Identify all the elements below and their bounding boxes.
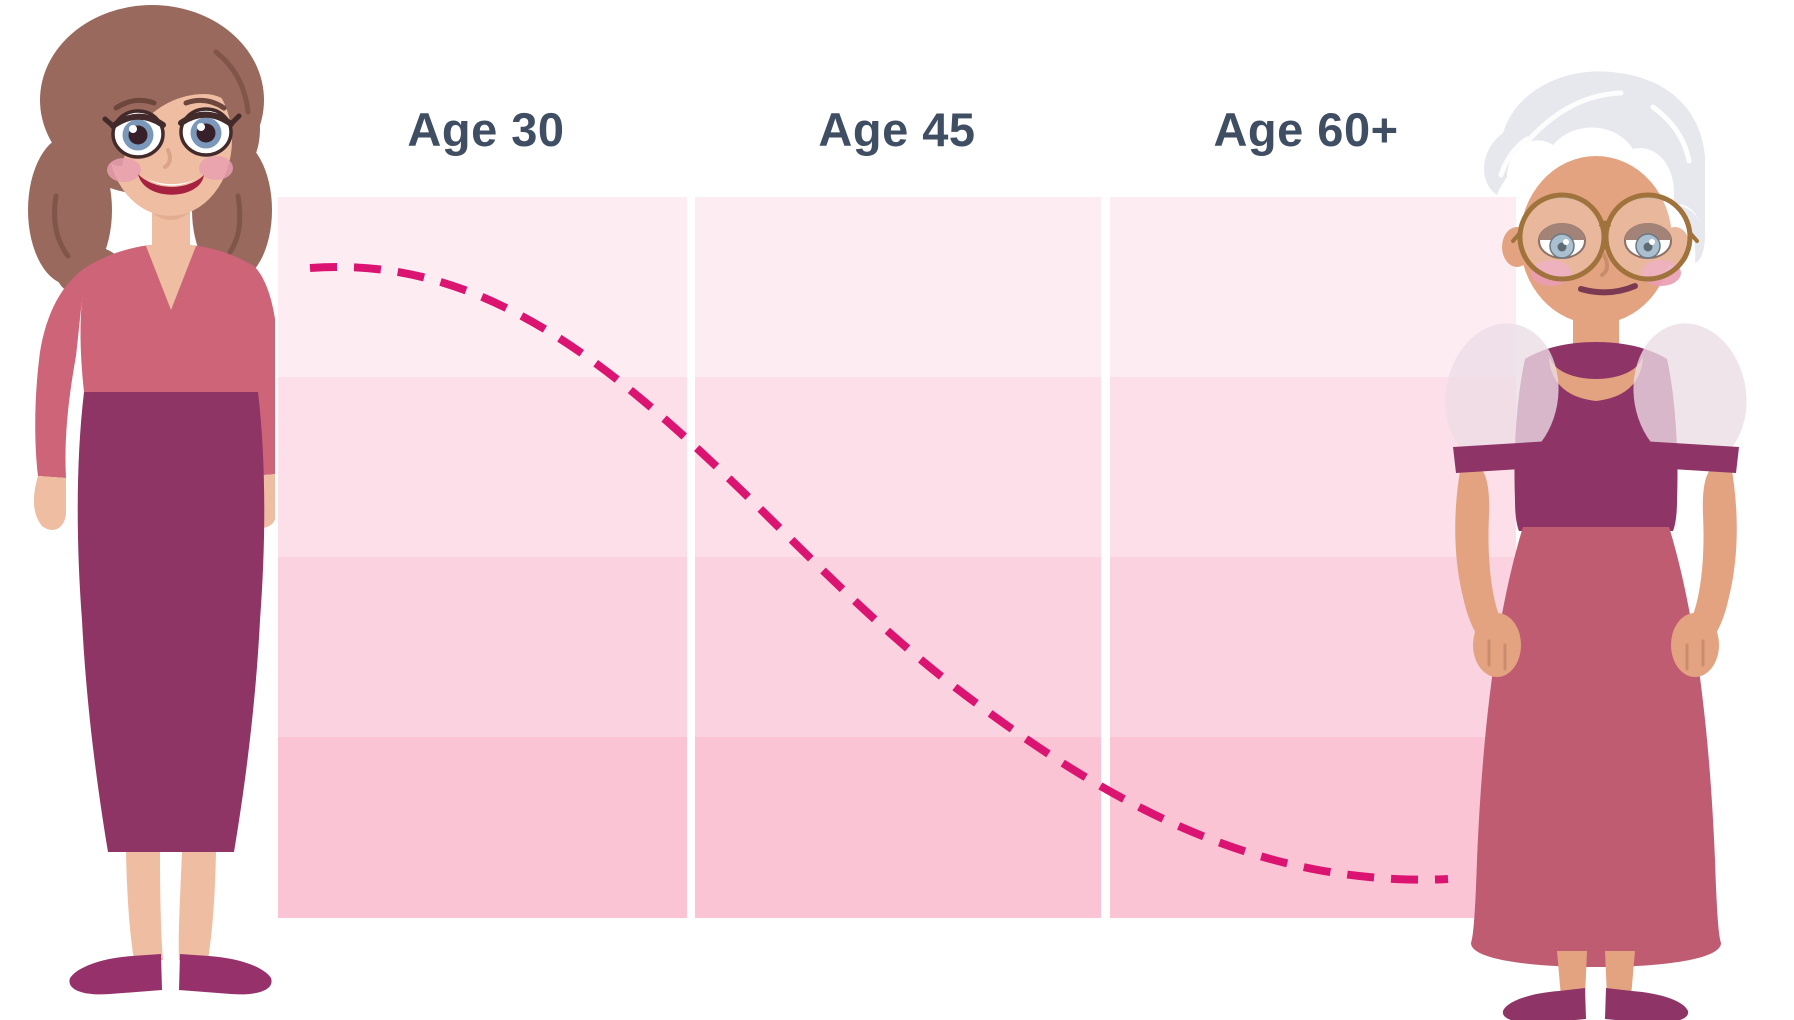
elderly-sleeve-cuffs bbox=[1453, 441, 1739, 473]
elderly-skirt bbox=[1471, 527, 1721, 967]
hair-detail-lines bbox=[52, 49, 251, 259]
column-age-45 bbox=[695, 197, 1101, 918]
elderly-sheer-sleeves bbox=[1445, 323, 1747, 467]
column-band bbox=[695, 557, 1101, 737]
young-woman-brows bbox=[113, 97, 227, 111]
column-band bbox=[695, 377, 1101, 557]
age-45-label: Age 45 bbox=[818, 103, 976, 156]
column-band bbox=[278, 197, 687, 377]
column-band bbox=[695, 197, 1101, 377]
column-band bbox=[278, 377, 687, 557]
blush-left bbox=[107, 158, 141, 182]
elderly-arms bbox=[1455, 465, 1737, 654]
column-band bbox=[1110, 197, 1516, 377]
elderly-glasses bbox=[1511, 192, 1699, 282]
column-band bbox=[695, 737, 1101, 918]
blush-right bbox=[199, 156, 233, 180]
column-band bbox=[278, 737, 687, 918]
column-age-30 bbox=[278, 197, 687, 918]
elderly-eyes bbox=[1538, 223, 1672, 259]
young-woman-top bbox=[35, 243, 275, 478]
elderly-legs bbox=[1557, 951, 1635, 997]
age-60-label: Age 60+ bbox=[1213, 103, 1399, 156]
young-woman-skirt bbox=[77, 392, 265, 852]
column-age-60 bbox=[1110, 197, 1516, 918]
column-band bbox=[1110, 557, 1516, 737]
young-woman-hand-left bbox=[33, 476, 66, 530]
young-woman-nose bbox=[163, 148, 172, 169]
young-woman-legs bbox=[126, 852, 216, 960]
young-woman-eyes bbox=[102, 107, 242, 159]
elderly-nose bbox=[1600, 253, 1609, 277]
young-woman-shoes bbox=[69, 954, 272, 995]
elderly-chest bbox=[1549, 355, 1643, 401]
column-band bbox=[278, 557, 687, 737]
elderly-hair bbox=[1484, 71, 1705, 263]
elderly-shoes bbox=[1502, 988, 1689, 1020]
elderly-mouth bbox=[1578, 283, 1638, 296]
column-band bbox=[1110, 737, 1516, 918]
young-woman-mouth bbox=[138, 174, 204, 195]
young-woman-illustration bbox=[28, 5, 275, 995]
age-30-label: Age 30 bbox=[407, 103, 565, 156]
young-woman-bangs bbox=[107, 43, 261, 168]
elderly-woman-illustration bbox=[1445, 71, 1747, 1020]
elderly-hands bbox=[1473, 613, 1719, 677]
